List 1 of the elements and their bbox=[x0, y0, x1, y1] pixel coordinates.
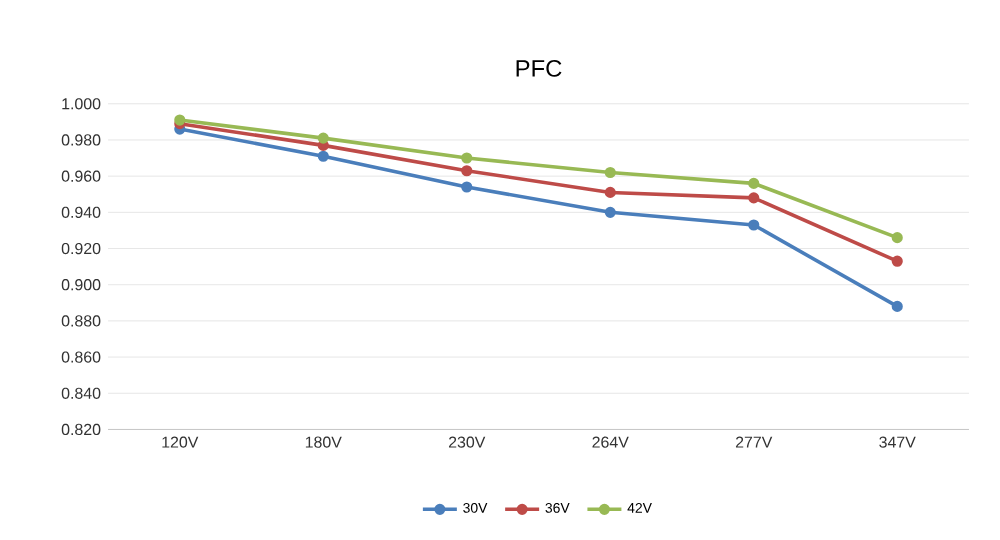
chart-title: PFC bbox=[516, 59, 562, 77]
